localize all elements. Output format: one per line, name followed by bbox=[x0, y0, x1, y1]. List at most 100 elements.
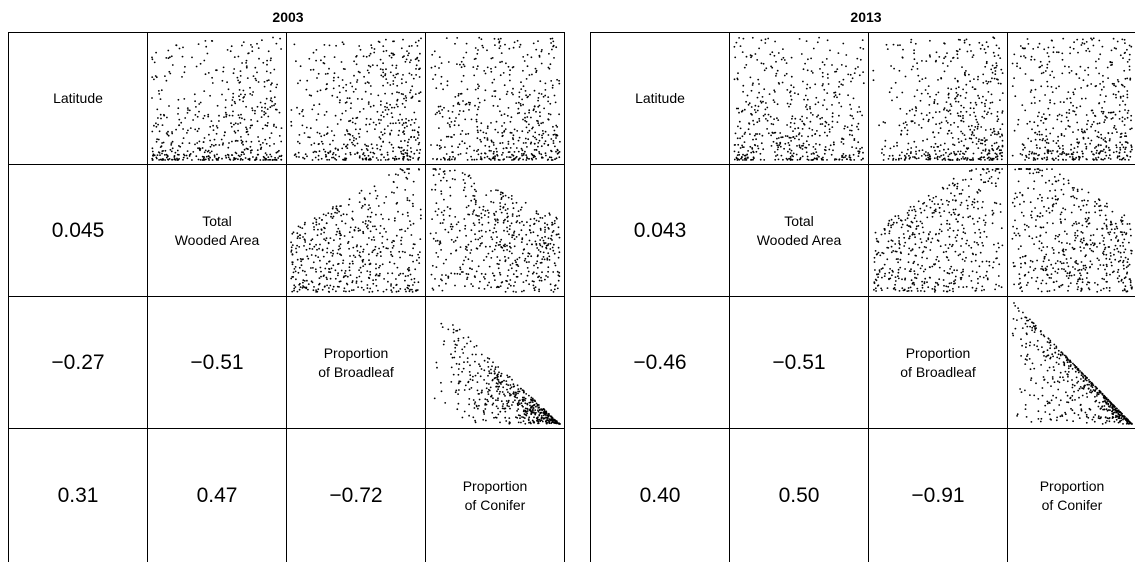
scatter-point bbox=[516, 263, 519, 266]
scatter-point bbox=[516, 402, 519, 405]
scatter-point bbox=[1031, 128, 1033, 131]
scatter-point bbox=[393, 40, 395, 43]
scatter-point bbox=[884, 145, 886, 148]
scatter-point bbox=[452, 328, 455, 331]
scatter-point bbox=[439, 168, 441, 170]
scatter-point bbox=[250, 151, 252, 154]
scatter-point bbox=[487, 252, 490, 255]
scatter-point bbox=[520, 421, 522, 424]
scatter-point bbox=[496, 105, 499, 107]
scatter-point bbox=[337, 262, 340, 265]
scatter-point bbox=[798, 38, 801, 40]
scatter-point bbox=[1072, 110, 1074, 112]
scatter-point bbox=[313, 104, 315, 107]
scatter-point bbox=[1033, 96, 1036, 99]
scatter-point bbox=[903, 245, 906, 247]
scatter-point bbox=[1028, 157, 1030, 159]
scatter-point bbox=[770, 134, 772, 137]
scatter-point bbox=[356, 152, 359, 155]
scatter-point bbox=[797, 127, 800, 129]
scatter-point bbox=[493, 416, 495, 419]
scatter-point bbox=[496, 374, 498, 377]
scatter-point bbox=[504, 290, 507, 293]
scatter-point bbox=[518, 91, 521, 94]
scatter-point bbox=[249, 149, 252, 152]
scatter-point bbox=[271, 159, 274, 161]
scatter-point bbox=[392, 157, 394, 160]
scatter-point bbox=[330, 251, 332, 254]
scatter-point bbox=[290, 246, 293, 249]
scatter-point bbox=[377, 118, 380, 121]
scatter-point bbox=[977, 277, 979, 280]
scatter-point bbox=[356, 244, 358, 246]
scatter-point bbox=[312, 51, 315, 54]
scatter-point bbox=[497, 267, 500, 270]
scatter-point bbox=[1079, 65, 1082, 68]
scatter-point bbox=[526, 243, 528, 246]
scatter-point bbox=[195, 155, 198, 158]
scatter-point bbox=[526, 267, 529, 269]
scatter-point bbox=[509, 394, 511, 397]
scatter-point bbox=[324, 153, 327, 156]
scatter-point bbox=[756, 121, 759, 124]
scatter-point bbox=[398, 122, 401, 124]
scatter-point bbox=[946, 52, 948, 54]
scatter-point bbox=[493, 370, 496, 372]
scatter-point bbox=[737, 72, 739, 75]
scatter-point bbox=[907, 142, 910, 145]
scatter-point bbox=[157, 151, 160, 153]
scatter-point bbox=[391, 291, 393, 293]
scatter-point bbox=[789, 95, 792, 97]
scatter-point bbox=[338, 91, 341, 94]
scatter-point bbox=[483, 99, 486, 102]
scatter-point bbox=[209, 156, 211, 159]
scatter-point bbox=[486, 127, 489, 129]
scatter-point bbox=[535, 210, 538, 213]
scatter-point bbox=[385, 78, 388, 80]
scatter-point bbox=[904, 156, 907, 159]
scatter-point bbox=[513, 245, 516, 248]
scatter-point bbox=[349, 107, 352, 109]
scatter-point bbox=[541, 420, 544, 423]
scatter-point bbox=[1119, 133, 1122, 135]
scatter-point bbox=[1076, 151, 1079, 154]
scatter-point bbox=[494, 223, 496, 226]
scatter-point bbox=[486, 398, 489, 401]
scatter-point bbox=[470, 229, 473, 232]
scatter-point bbox=[488, 281, 490, 284]
scatter-point bbox=[1056, 150, 1059, 153]
scatter-point bbox=[982, 95, 984, 98]
scatter-point bbox=[453, 356, 456, 359]
scatter-point bbox=[552, 142, 555, 144]
scatter-point bbox=[492, 231, 495, 234]
scatter-point bbox=[472, 222, 475, 225]
scatter-point bbox=[323, 231, 325, 234]
scatter-point bbox=[550, 159, 553, 161]
scatter-point bbox=[468, 371, 471, 373]
scatter-point bbox=[454, 157, 456, 159]
scatter-point bbox=[524, 422, 527, 425]
scatter-point bbox=[890, 87, 893, 89]
scatter-point bbox=[476, 129, 479, 132]
scatter-point bbox=[1081, 97, 1083, 100]
scatter-point bbox=[420, 37, 422, 40]
scatter-point bbox=[299, 79, 302, 82]
scatter-point bbox=[224, 154, 227, 157]
scatter-point bbox=[859, 148, 861, 150]
scatter-point bbox=[346, 143, 349, 146]
scatter-point bbox=[440, 211, 443, 214]
scatter-point bbox=[165, 156, 168, 159]
scatter-point bbox=[454, 343, 457, 346]
scatter-point bbox=[290, 120, 293, 123]
scatter-point bbox=[465, 234, 467, 237]
scatter-point bbox=[394, 76, 396, 79]
scatter-point bbox=[963, 158, 965, 160]
scatter-point bbox=[408, 290, 411, 293]
scatter-point bbox=[278, 149, 280, 152]
scatter-point bbox=[1128, 58, 1131, 61]
scatter-point bbox=[545, 422, 548, 425]
scatter-point bbox=[201, 159, 204, 161]
scatter-point bbox=[278, 111, 281, 114]
scatter-point bbox=[962, 152, 964, 155]
scatter-point bbox=[549, 242, 552, 245]
